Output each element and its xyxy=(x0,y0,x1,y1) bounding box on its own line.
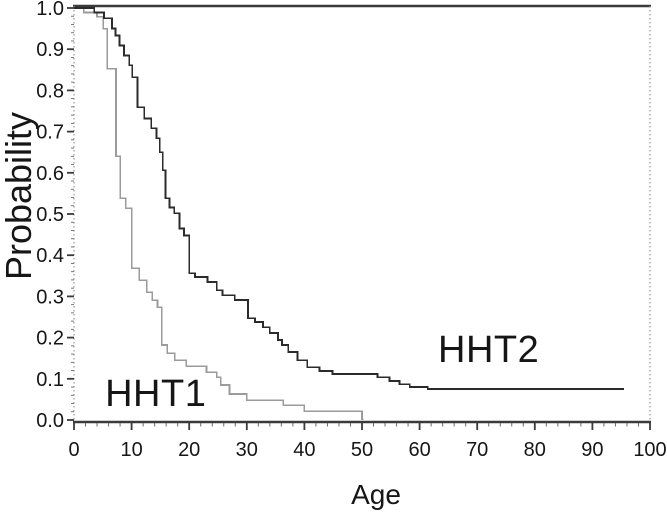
y-tick-label: 0.1 xyxy=(36,369,64,391)
y-tick-label: 0.5 xyxy=(36,204,64,226)
survival-curves xyxy=(74,7,625,420)
y-tick-label: 0.2 xyxy=(36,328,64,350)
plot-frame xyxy=(73,4,651,424)
y-tick-label: 0.3 xyxy=(36,286,64,308)
y-tick-label: 0.8 xyxy=(36,80,64,102)
x-tick-label: 70 xyxy=(466,439,488,461)
y-axis-title: Probability xyxy=(0,112,39,280)
x-tick-label: 80 xyxy=(524,439,546,461)
x-tick-label: 90 xyxy=(581,439,603,461)
y-tick-label: 0.4 xyxy=(36,245,64,267)
curve-label-hht2: HHT2 xyxy=(438,329,539,371)
y-tick-label: 1.0 xyxy=(36,0,64,20)
x-tick-label: 10 xyxy=(120,439,142,461)
y-axis: 0.0 0.1 0.2 0.3 0.4 0.5 0.6 0.7 0.8 0.9 1.0 xyxy=(36,0,74,432)
curve-label-hht1: HHT1 xyxy=(105,373,206,415)
x-tick-label: 50 xyxy=(351,439,373,461)
x-tick-label: 100 xyxy=(633,439,666,461)
y-tick-label: 0.6 xyxy=(36,163,64,185)
survival-curve-hht2 xyxy=(74,7,625,390)
x-tick-label: 20 xyxy=(178,439,200,461)
y-tick-label: 0.0 xyxy=(36,410,64,432)
y-tick-label: 0.9 xyxy=(36,39,64,61)
y-tick-label: 0.7 xyxy=(36,122,64,144)
survival-curve-hht1 xyxy=(74,7,364,420)
x-tick-label: 60 xyxy=(408,439,430,461)
x-tick-label: 40 xyxy=(293,439,315,461)
x-tick-label: 0 xyxy=(68,439,79,461)
x-tick-label: 30 xyxy=(236,439,258,461)
x-axis-title: Age xyxy=(351,479,401,510)
x-axis: 0 10 20 30 40 50 60 70 80 90 100 xyxy=(68,423,667,461)
